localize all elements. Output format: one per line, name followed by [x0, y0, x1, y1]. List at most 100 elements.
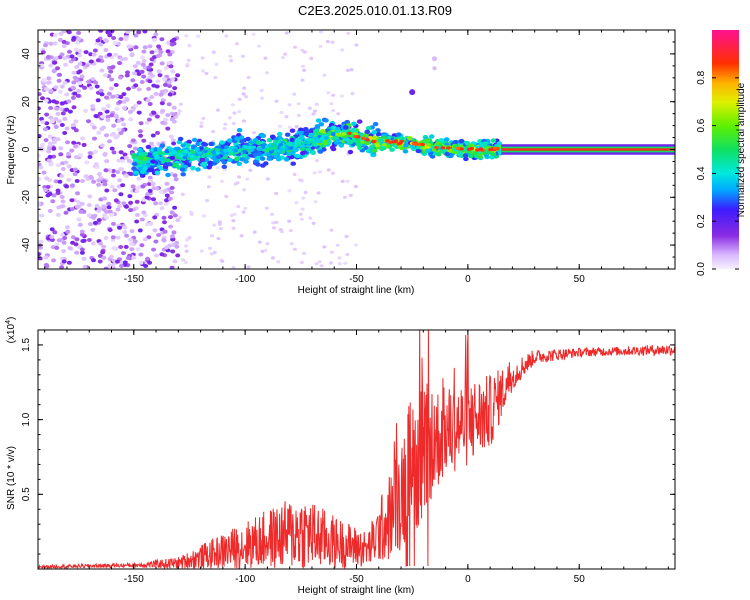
- spectrogram-cell: [63, 210, 69, 215]
- spectrogram-cell: [352, 131, 358, 136]
- spectrogram-cell: [223, 122, 228, 126]
- spectrogram-cell: [153, 91, 159, 96]
- spectrogram-cell: [141, 59, 147, 63]
- spectrogram-cell: [57, 55, 63, 60]
- spectrogram-cell: [233, 148, 239, 153]
- spectrogram-cell: [99, 92, 105, 97]
- spectrogram-cell: [133, 103, 138, 108]
- spectrogram-cell: [103, 38, 109, 43]
- snr-y-multiplier: (x104): [5, 317, 17, 344]
- spectrogram-cell: [91, 179, 97, 184]
- spectrogram-cell: [159, 252, 165, 257]
- spectrogram-cell: [336, 112, 341, 116]
- spectrogram-cell: [69, 207, 75, 212]
- spectrogram-cell: [58, 152, 64, 157]
- spectrogram-cell: [208, 246, 212, 250]
- spectrogram-cell: [41, 78, 47, 83]
- spectrogram-cell: [167, 52, 173, 57]
- spectrogram-cell: [343, 125, 349, 130]
- spectrogram-cell: [140, 184, 146, 189]
- spectrogram-cell: [70, 183, 75, 188]
- svg-text:(x104): (x104): [5, 317, 17, 344]
- spectrogram-cell: [302, 50, 307, 54]
- spectrogram-cell: [140, 62, 146, 67]
- spectrogram-cell: [74, 237, 80, 242]
- spectrogram-cell: [169, 234, 175, 239]
- spectrogram-cell: [276, 131, 283, 137]
- spectrogram-cell: [110, 235, 116, 240]
- spectrogram-cell: [38, 134, 42, 138]
- spectrogram-cell: [353, 184, 358, 189]
- spectrogram-cell: [43, 187, 48, 192]
- spectrogram-cell: [330, 132, 336, 137]
- spectrogram-cell: [239, 157, 246, 162]
- x-tick-label: 0: [465, 574, 471, 585]
- spectrogram-cell: [119, 264, 124, 268]
- spectrogram-cell: [132, 71, 137, 76]
- spectrogram-cell: [49, 227, 55, 232]
- spectrogram-cell: [303, 131, 310, 136]
- spectrogram-cell: [79, 74, 85, 79]
- spectrogram-cell: [176, 112, 181, 116]
- spectrogram-cell: [138, 133, 144, 138]
- spectrogram-cell: [124, 233, 130, 238]
- spectrogram-cell: [46, 146, 52, 151]
- spectrogram-cell: [47, 208, 53, 213]
- spectrogram-cell: [156, 44, 162, 49]
- spectrogram-cell: [137, 228, 143, 233]
- spectrogram-cell: [96, 182, 102, 187]
- spectrogram-cell: [365, 138, 370, 142]
- spectrogram-cell: [90, 77, 96, 82]
- spectrogram-cell: [98, 42, 104, 47]
- spectrogram-cell: [478, 147, 484, 151]
- spectrogram-cell: [70, 123, 76, 128]
- spectrogram-cell: [318, 170, 322, 174]
- spectrogram-cell: [350, 91, 355, 96]
- spectrogram-cell: [66, 260, 72, 265]
- spectrogram-cell: [432, 66, 437, 71]
- spectrogram-cell: [95, 98, 101, 103]
- spectrogram-cell: [125, 256, 131, 260]
- spectrogram-cell: [118, 95, 124, 99]
- spectrogram-cell: [345, 68, 350, 72]
- spectrogram-cell: [233, 146, 239, 150]
- spectrogram-cell: [353, 243, 358, 247]
- spectrogram-cell: [45, 193, 51, 198]
- spectrogram-cell: [111, 123, 117, 128]
- spectrogram-cell: [266, 138, 273, 143]
- spectrogram-cell: [71, 70, 77, 75]
- spectrogram-cell: [202, 149, 208, 154]
- spectrogram-cell: [75, 93, 81, 98]
- spectrogram-cell: [398, 141, 403, 145]
- spectrogram-cell: [308, 129, 314, 134]
- spectrogram-cell: [103, 266, 109, 269]
- spectrogram-cell: [91, 215, 97, 220]
- spectrogram-cell: [93, 149, 98, 154]
- spectrogram-cell: [482, 141, 488, 146]
- spectrogram-cell: [129, 241, 135, 246]
- spectrogram-cell: [116, 127, 122, 132]
- spectrogram-cell: [215, 166, 220, 170]
- spectrogram-cell: [312, 171, 317, 175]
- spectrogram-cell: [171, 230, 177, 235]
- spectrogram-cell: [126, 86, 131, 91]
- spectrogram-cell: [492, 146, 498, 150]
- spectrogram-cell: [165, 158, 171, 163]
- spectrogram-cell: [65, 151, 71, 156]
- spectrogram-cell: [185, 143, 191, 148]
- spectrogram-cell: [138, 121, 144, 126]
- spectrogram-cell: [212, 250, 217, 254]
- spectrogram-y-ticks: 40 20 0 -20 -40: [21, 29, 675, 270]
- spectrogram-cell: [322, 245, 327, 249]
- spectrogram-cell: [97, 111, 103, 116]
- spectrogram-cell: [170, 77, 176, 82]
- spectrogram-cell: [325, 40, 330, 44]
- spectrogram-cell: [154, 48, 160, 53]
- spectrogram-cell: [75, 191, 80, 196]
- x-tick-label: -150: [124, 574, 144, 585]
- spectrogram-cell: [263, 56, 268, 60]
- spectrogram-cell: [161, 238, 167, 242]
- spectrogram-cell: [154, 170, 161, 175]
- spectrogram-cell: [94, 84, 100, 89]
- spectrogram-cell: [62, 56, 68, 61]
